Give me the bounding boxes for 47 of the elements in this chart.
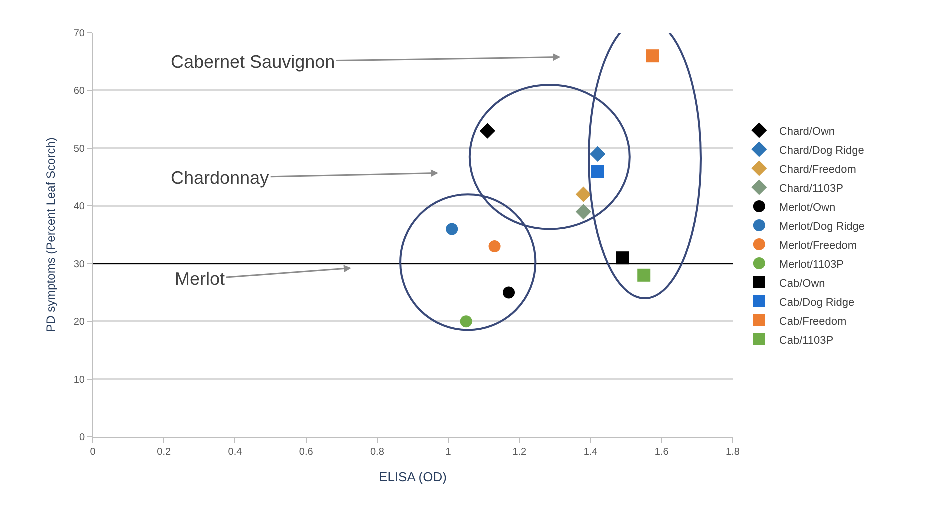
y-tick-label: 30 [74,259,86,270]
y-tick-label: 60 [74,86,86,98]
y-axis-title: PD symptoms (Percent Leaf Scorch) [44,138,58,332]
legend-label: Cab/Freedom [779,316,847,328]
annotation: Merlot [175,269,226,289]
legend-label: Merlot/Dog Ridge [779,220,865,233]
point [638,268,651,282]
point [646,50,660,63]
legend-label: Chard/Dog Ridge [779,144,864,157]
legend-label: Cab/Own [779,278,826,290]
x-tick-label: 1.4 [584,447,598,458]
legend-label: Chard/1103P [779,182,844,195]
annotation: Chardonnay [171,168,270,188]
annotation: Cabernet Sauvignon [171,52,336,72]
x-tick-label: 0.8 [370,447,385,458]
y-tick-label: 40 [74,202,86,213]
x-tick-label: 1.2 [512,447,528,458]
x-axis-title: ELISA (OD) [379,470,447,485]
y-tick-label: 50 [74,144,86,155]
y-tick-label: 10 [74,374,86,386]
point [616,252,630,265]
x-tick-label: 0.4 [228,447,243,458]
point [576,186,592,202]
legend-label: Chard/Own [779,126,836,138]
point [590,146,606,162]
legend-label: Cab/Dog Ridge [779,296,855,309]
x-tick-label: 0.6 [299,447,314,458]
legend-label: Merlot/Own [779,202,836,214]
legend-label: Merlot/1103P [779,258,844,271]
legend-label: Cab/1103P [779,334,834,347]
x-tick-label: 1.6 [654,447,670,458]
x-tick-label: 0.2 [157,447,172,458]
legend-label: Merlot/Freedom [779,240,858,252]
x-tick-label: 0 [90,447,96,458]
point [591,165,604,178]
y-tick-label: 0 [79,432,86,444]
point [503,286,515,299]
y-tick-label: 20 [74,317,86,328]
x-tick-label: 1 [446,447,452,458]
point [460,316,472,328]
legend-label: Chard/Freedom [779,164,856,176]
x-tick-label: 1.8 [726,447,740,458]
point [446,223,458,236]
point [480,123,496,139]
point [488,240,501,253]
y-tick-label: 70 [74,28,86,40]
point [576,204,592,220]
